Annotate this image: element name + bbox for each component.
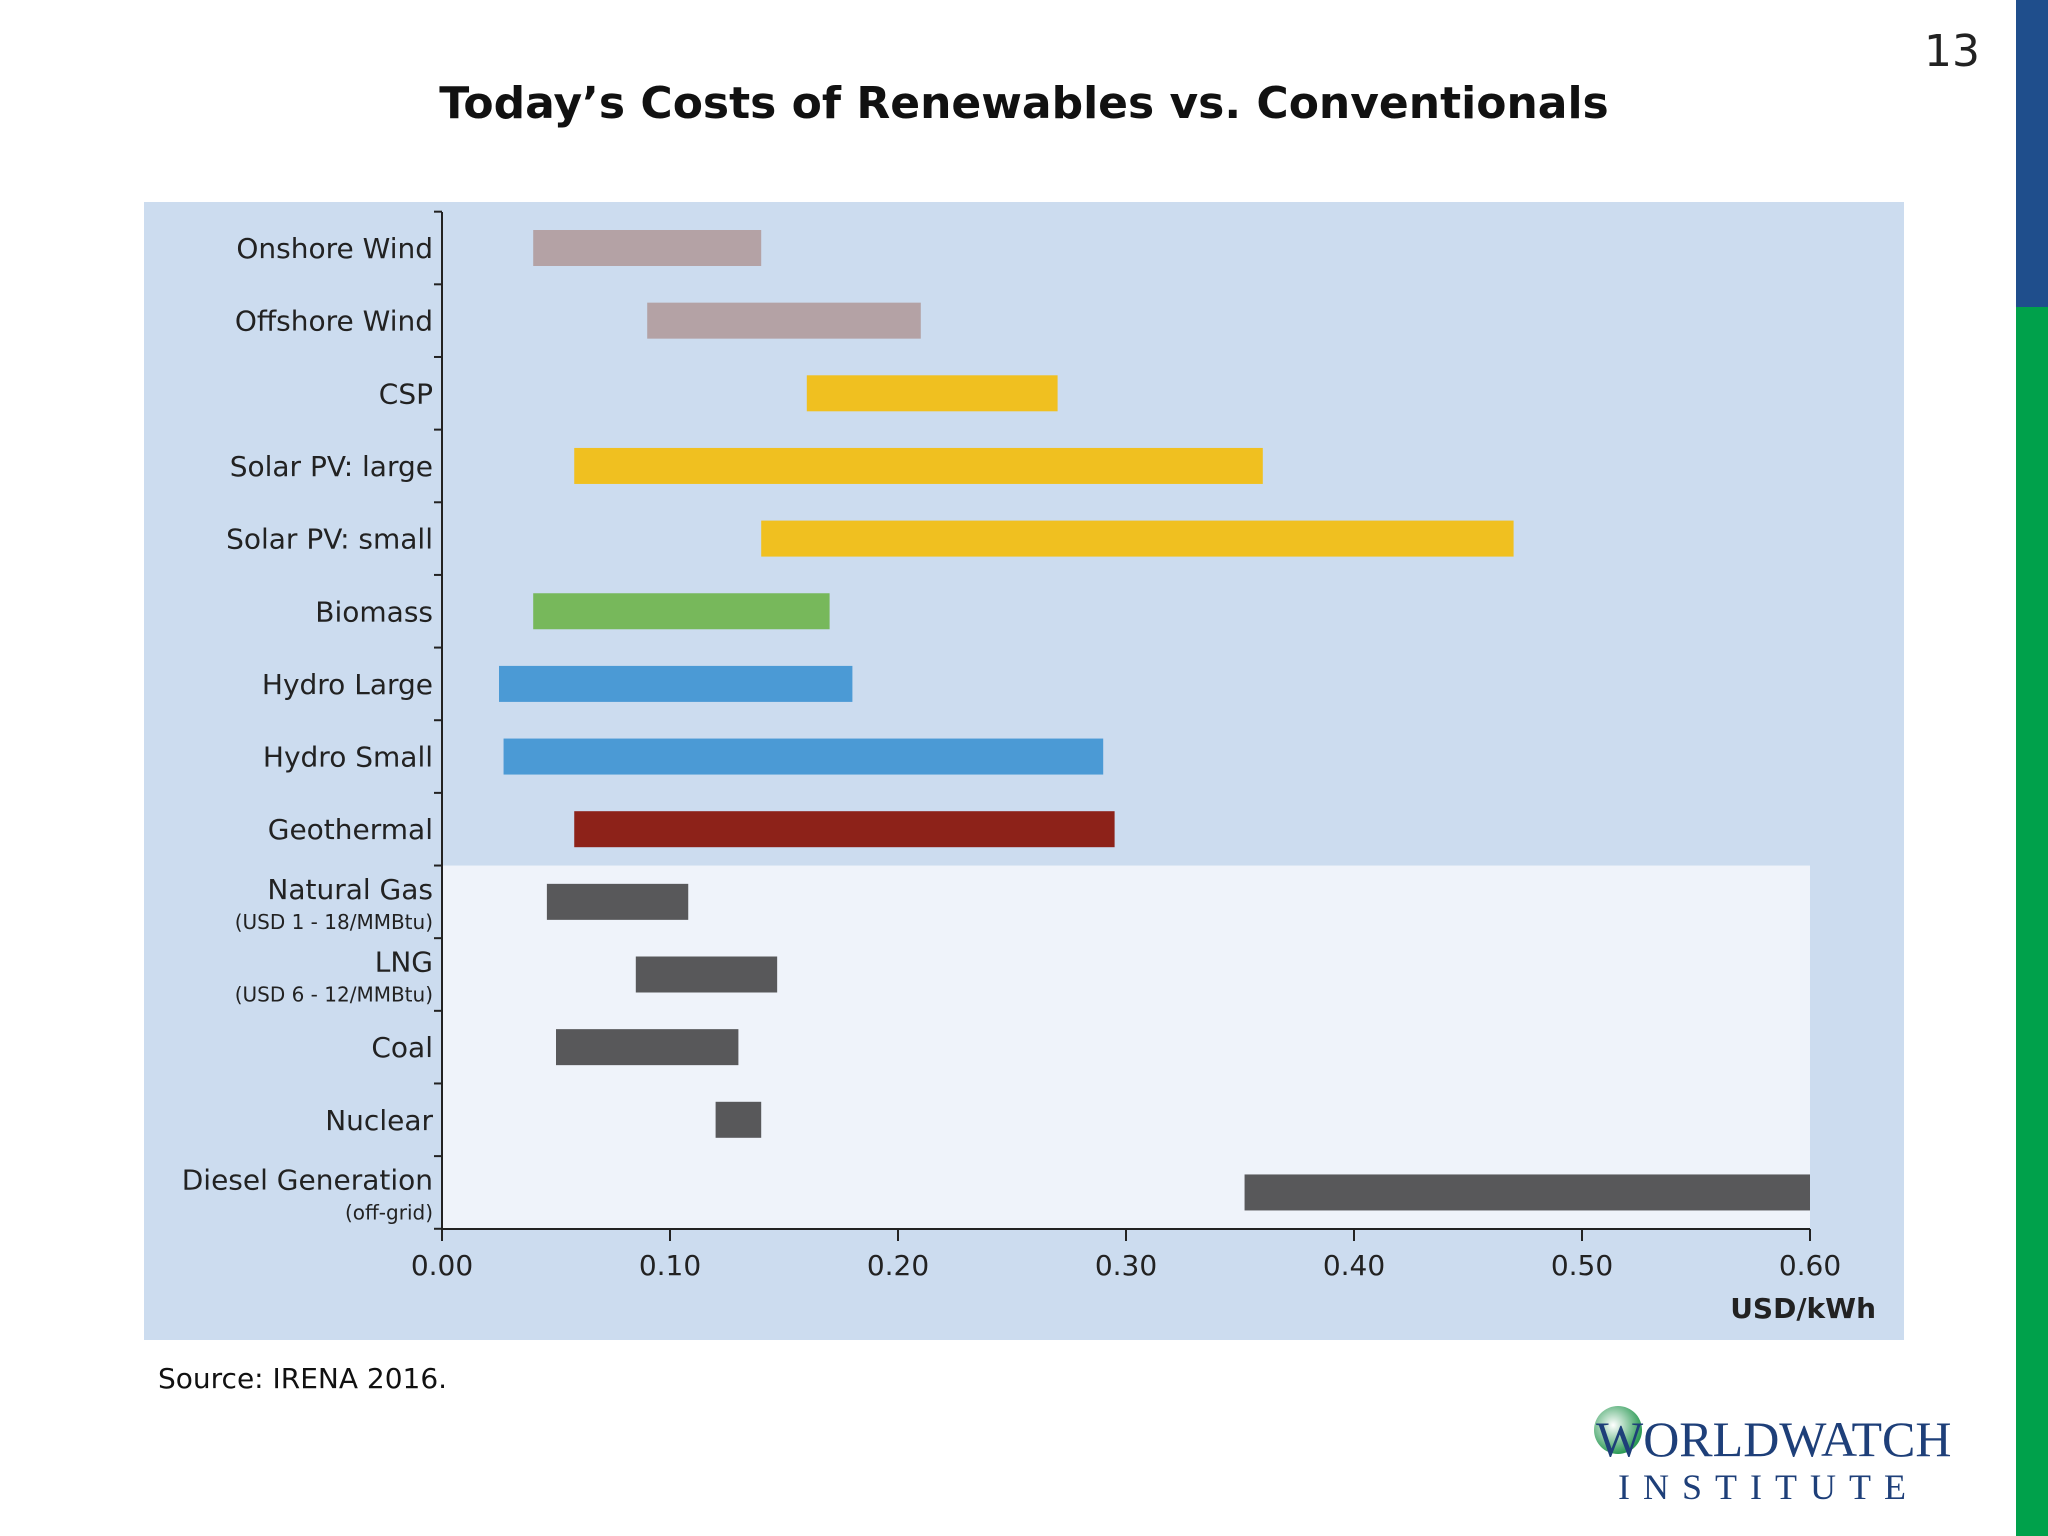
bar-natural-gas <box>546 883 689 920</box>
side-accent-bar-bottom <box>2016 307 2048 1536</box>
x-tick-label: 0.60 <box>1779 1249 1841 1282</box>
globe-swirl-icon <box>1594 1406 1642 1454</box>
x-axis-label: USD/kWh <box>1730 1292 1876 1325</box>
category-label: CSP <box>379 377 433 410</box>
bar-onshore-wind <box>533 230 762 266</box>
category-label: Offshore Wind <box>235 305 433 338</box>
category-label: Biomass <box>315 595 433 628</box>
bar-diesel-generation <box>1244 1174 1810 1211</box>
category-label: Hydro Large <box>262 668 433 701</box>
category-sublabel: (USD 1 - 18/MMBtu) <box>235 910 433 934</box>
category-label: Solar PV: small <box>226 523 433 556</box>
source-note: Source: IRENA 2016. <box>158 1362 448 1395</box>
category-label: Onshore Wind <box>236 232 433 265</box>
category-label: Hydro Small <box>263 741 433 774</box>
side-accent-bar-top <box>2016 0 2048 307</box>
bar-solar-pv-large <box>574 447 1263 484</box>
category-label: Solar PV: large <box>230 450 433 483</box>
category-label: Diesel Generation <box>182 1163 433 1196</box>
x-tick-label: 0.40 <box>1323 1249 1385 1282</box>
slide-title: Today’s Costs of Renewables vs. Conventi… <box>439 78 1609 129</box>
category-label: Nuclear <box>325 1104 433 1137</box>
bar-csp <box>806 375 1058 412</box>
category-label: LNG <box>375 946 433 979</box>
bar-nuclear <box>715 1101 762 1138</box>
category-label: Geothermal <box>268 813 433 846</box>
x-tick-label: 0.00 <box>411 1249 473 1282</box>
bar-coal <box>556 1029 739 1066</box>
bar-lng <box>635 956 778 993</box>
logo-wordmark: WORLDWATCH <box>1596 1411 1952 1467</box>
bar-geothermal <box>574 811 1115 848</box>
bar-hydro-large <box>499 665 853 702</box>
page-number: 13 <box>1924 26 1980 77</box>
x-tick-label: 0.10 <box>639 1249 701 1282</box>
category-sublabel: (off-grid) <box>345 1200 433 1224</box>
category-sublabel: (USD 6 - 12/MMBtu) <box>235 983 433 1007</box>
x-tick-label: 0.20 <box>867 1249 929 1282</box>
category-label: Coal <box>371 1031 433 1064</box>
bar-hydro-small <box>503 738 1104 775</box>
category-label: Natural Gas <box>267 873 433 906</box>
logo-subtitle: INSTITUTE <box>1618 1467 1919 1507</box>
bar-solar-pv-small <box>761 520 1514 557</box>
bar-offshore-wind <box>647 302 921 339</box>
x-tick-label: 0.50 <box>1551 1249 1613 1282</box>
bar-biomass <box>533 593 830 630</box>
worldwatch-logo: WORLDWATCH INSTITUTE <box>1582 1396 1952 1512</box>
x-tick-label: 0.30 <box>1095 1249 1157 1282</box>
